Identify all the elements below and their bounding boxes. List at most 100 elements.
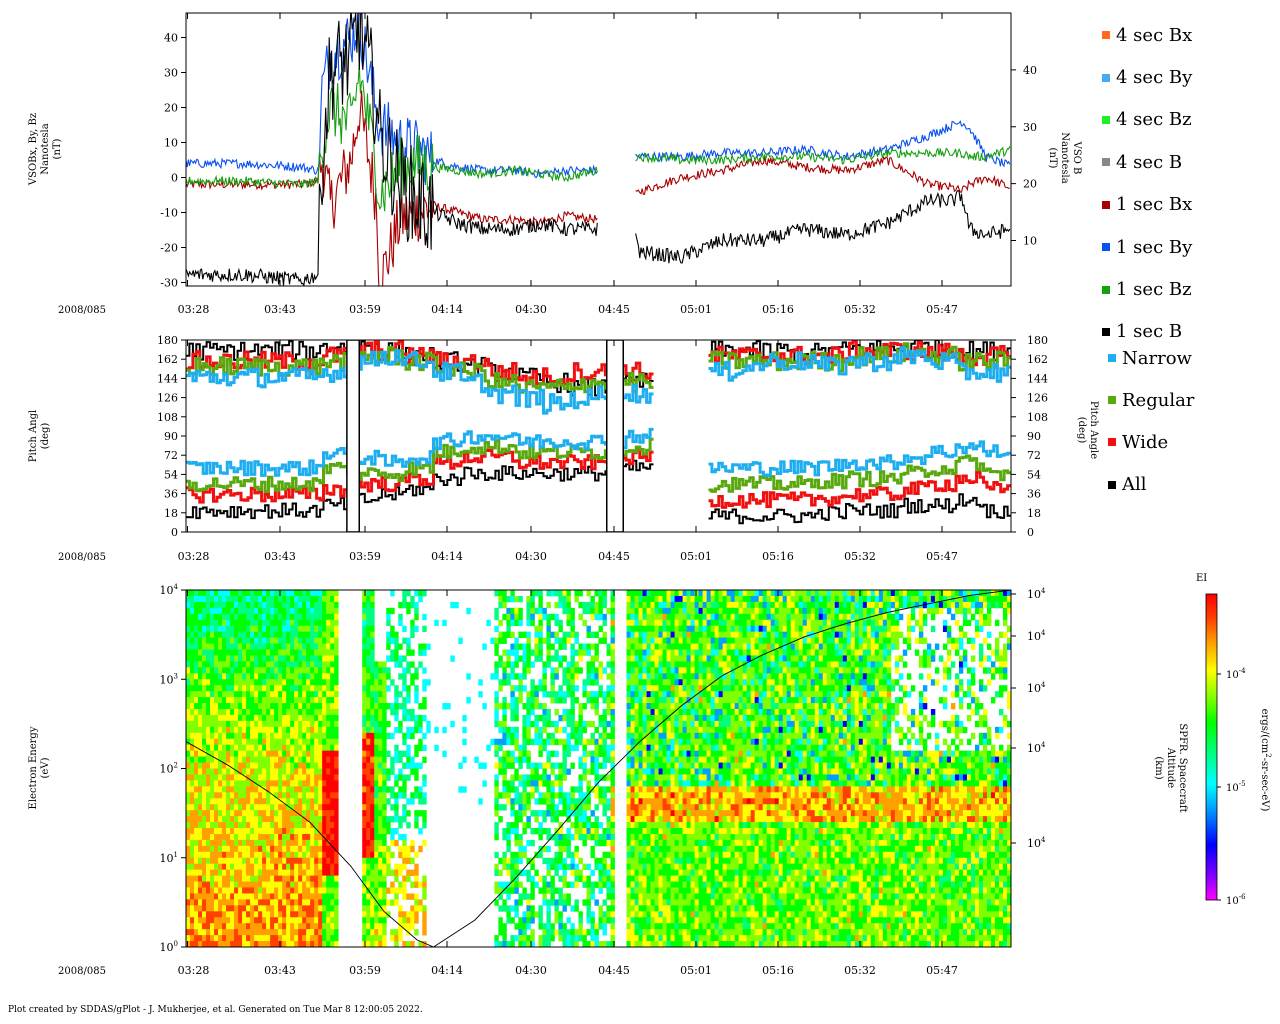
spectrogram-cell [374,899,379,906]
spectrogram-cell [638,595,643,603]
spectrogram-cell [210,595,215,603]
spectrogram-cell [538,875,543,882]
spectrogram-cell [362,744,367,752]
spectrogram-cells [186,590,1011,947]
spectrogram-cell [266,661,271,668]
spectrogram-cell [298,941,303,947]
spectrogram-cell [514,810,519,817]
spectrogram-cell [298,590,303,597]
spectrogram-cell [610,899,615,906]
spectrogram-cell [370,720,375,728]
spectrogram-cell [586,679,591,686]
spectrogram-cell [558,822,563,829]
spectrogram-cell [270,804,275,811]
spectrogram-cell [370,726,375,734]
spectrogram-cell [198,703,203,710]
spectrogram-cell [394,709,399,716]
spectrogram-cell [362,905,367,912]
spectrogram-cell [230,768,235,775]
spectrogram-cell [278,637,283,644]
spectrogram-cell [206,637,211,644]
spectrogram-cell [518,792,523,799]
x-tick-label: 03:43 [264,550,296,563]
spectrogram-cell [598,613,603,621]
spectrogram-cell [366,613,371,621]
spectrogram-cell [270,637,275,644]
spectrogram-cell [546,762,551,769]
y-tick-label-right: 180 [1027,334,1048,347]
spectrogram-cell [518,762,523,769]
spectrogram-cell [314,756,319,763]
spectrogram-cell [230,893,235,900]
spectrogram-cell [378,780,383,787]
spectrogram-cell [590,869,595,876]
spectrogram-cell [534,816,539,823]
spectrogram-cell [278,703,283,710]
spectrogram-cell [546,691,551,698]
spectrogram-cell [246,839,251,847]
spectrogram-cell [594,756,599,763]
spectrogram-cell [330,738,335,746]
spectrogram-cell [206,828,211,835]
spectrogram-cell [646,667,651,674]
spectrogram-cell [198,649,203,656]
spectrogram-cell [238,726,243,734]
spectrogram-cell [334,673,339,680]
spectrogram-cell [214,792,219,799]
spectrogram-cell [310,857,315,865]
spectrogram-cell [634,631,639,638]
spectrogram-cell [658,625,663,633]
spectrogram-cell [494,697,499,704]
spectrogram-cell [402,709,407,716]
spectrogram-cell [666,816,671,823]
spectrogram-cell [550,643,555,650]
spectrogram-cell [314,762,319,769]
spectrogram-cell [378,720,383,728]
spectrogram-cell [550,768,555,775]
spectrogram-cell [234,649,239,656]
spectrogram-cell [366,774,371,781]
spectrogram-cell [594,709,599,716]
spectrogram-cell [186,667,191,674]
spectrogram-cell [378,697,383,704]
spectrogram-cell [198,643,203,650]
spectrogram-cell [582,822,587,829]
spectrogram-cell [302,774,307,781]
spectrogram-cell [202,619,207,627]
spectrogram-cell [586,768,591,775]
spectrogram-cell [610,738,615,746]
spectrogram-cell [550,750,555,757]
spectrogram-cell [398,726,403,734]
spectrogram-cell [282,619,287,627]
spectrogram-cell [266,601,271,609]
spectrogram-cell [610,828,615,835]
spectrogram-cell [462,786,467,793]
spectrogram-cell [238,720,243,728]
spectrogram-cell [286,845,291,853]
spectrogram-cell [266,929,271,936]
spectrogram-cell [214,893,219,900]
spectrogram-cell [646,774,651,781]
spectrogram-cell [634,833,639,841]
spectrogram-cell [530,691,535,698]
spectrogram-cell [522,786,527,793]
spectrogram-cell [254,590,259,597]
spectrogram-cell [370,899,375,906]
spectrogram-cell [510,709,515,716]
spectrogram-cell [562,607,567,615]
spectrogram-cell [218,590,223,597]
spectrogram-cell [570,619,575,627]
spectrogram-cell [570,649,575,656]
spectrogram-cell [270,607,275,615]
spectrogram-cell [654,655,659,662]
spectrogram-cell [254,875,259,882]
spectrogram-cell [666,911,671,918]
spectrogram-cell [550,816,555,823]
spectrogram-cell [666,661,671,668]
spectrogram-cell [394,649,399,656]
spectrogram-cell [530,613,535,621]
spectrogram-cell [610,857,615,865]
spectrogram-cell [242,780,247,787]
spectrogram-cell [610,631,615,638]
spectrogram-cell [274,762,279,769]
